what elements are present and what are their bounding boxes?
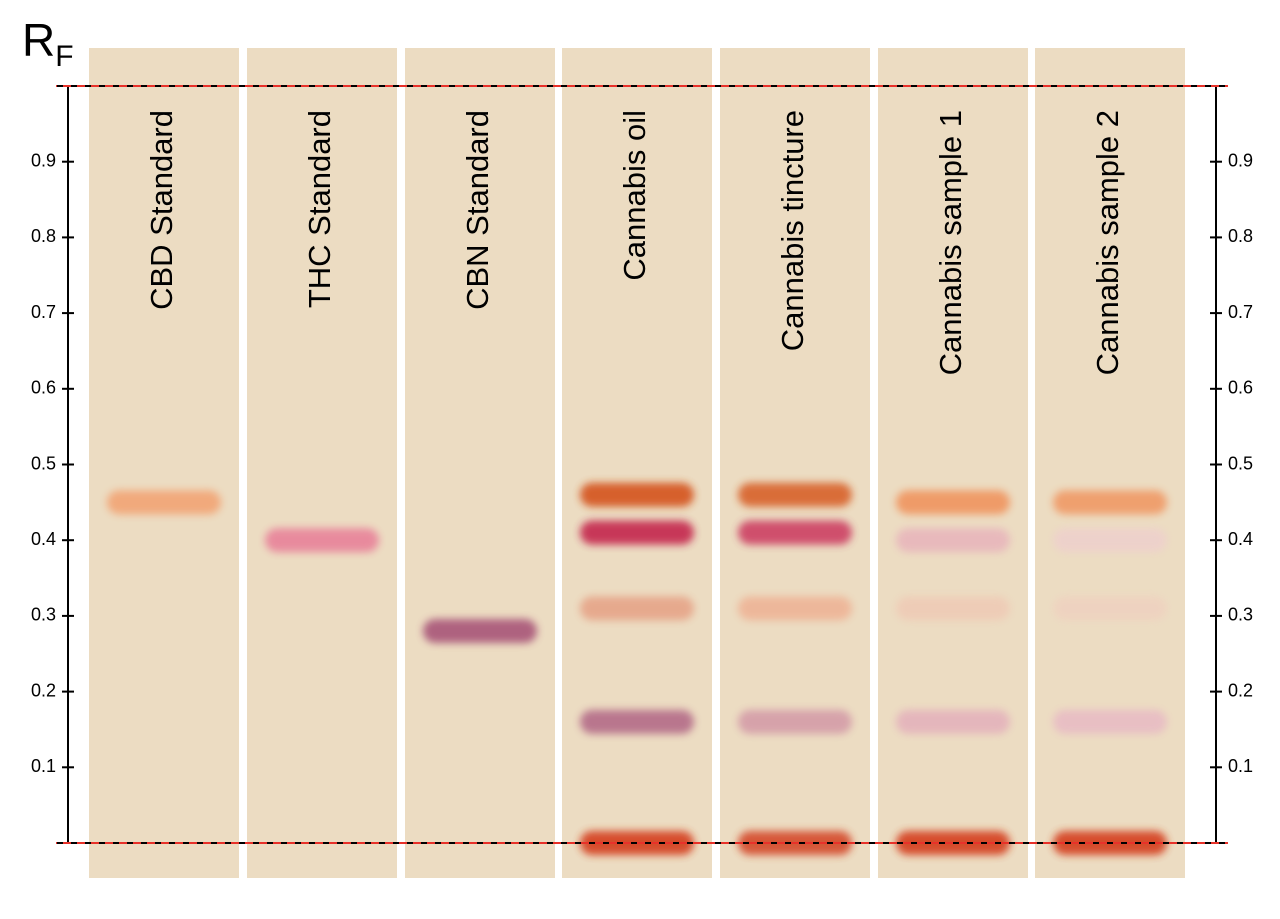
y-tick-label: 0.1 [1228,756,1253,776]
lane [878,48,1028,878]
y-tick-label: 0.8 [1228,226,1253,246]
band [1053,596,1167,621]
y-tick-label: 0.6 [31,378,56,398]
y-tick-label: 0.3 [1228,605,1253,625]
y-tick-label: 0.4 [31,529,56,549]
lane-label: CBN Standard [460,110,495,310]
band [580,709,694,734]
band [738,520,852,545]
lane-label: CBD Standard [144,110,179,310]
y-tick-label: 0.9 [31,150,56,170]
band [896,709,1010,734]
band [580,482,694,507]
y-tick-label: 0.2 [1228,680,1253,700]
band [896,528,1010,553]
y-tick-label: 0.6 [1228,378,1253,398]
band [1053,490,1167,515]
lane-label: Cannabis oil [617,110,652,281]
y-tick-label: 0.1 [31,756,56,776]
y-tick-label: 0.3 [31,605,56,625]
lane [562,48,712,878]
band [738,709,852,734]
rf-axis-title: RF [22,14,74,73]
band [896,596,1010,621]
y-tick-label: 0.7 [31,302,56,322]
lane [89,48,239,878]
band [107,490,221,515]
lane [405,48,555,878]
y-tick-label: 0.5 [1228,453,1253,473]
lane-label: Cannabis sample 1 [933,110,968,375]
y-tick-label: 0.7 [1228,302,1253,322]
y-tick-label: 0.5 [31,453,56,473]
band [423,619,537,644]
y-tick-label: 0.8 [31,226,56,246]
y-tick-label: 0.4 [1228,529,1253,549]
lane [247,48,397,878]
band [580,596,694,621]
band [738,482,852,507]
y-tick-label: 0.2 [31,680,56,700]
band [580,520,694,545]
lane-label: Cannabis tincture [775,110,810,351]
band [896,490,1010,515]
lane [720,48,870,878]
band [1053,528,1167,553]
lane-label: Cannabis sample 2 [1090,110,1125,375]
band [738,596,852,621]
lane [1035,48,1185,878]
band [265,528,379,553]
band [1053,709,1167,734]
y-tick-label: 0.9 [1228,150,1253,170]
lane-label: THC Standard [302,110,337,308]
